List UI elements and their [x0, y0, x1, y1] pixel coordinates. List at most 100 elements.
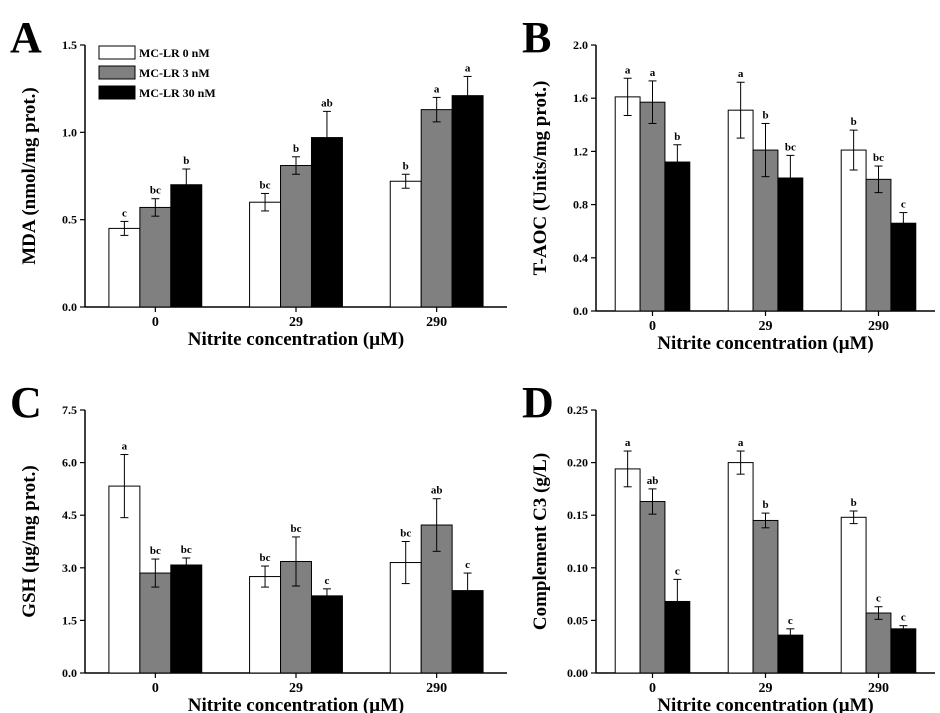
- y-tick-label: 0.5: [62, 213, 77, 227]
- bar: [890, 222, 917, 312]
- x-tick-label: 290: [868, 681, 889, 696]
- bar: [389, 180, 422, 308]
- significance-label: a: [738, 437, 744, 449]
- error-bar: [463, 572, 472, 609]
- error-bar: [623, 450, 632, 488]
- error-bar: [322, 110, 331, 165]
- bar: [840, 516, 867, 674]
- y-tick-label: 1.5: [62, 613, 77, 627]
- y-tick-label: 0.0: [573, 304, 588, 318]
- significance-label: c: [901, 612, 906, 624]
- significance-label: bc: [873, 152, 884, 164]
- x-tick-label: 29: [759, 319, 773, 334]
- y-tick-label: 3.0: [62, 561, 77, 575]
- error-bar: [120, 454, 129, 519]
- panel-b: 0.0 0.4 0.8 1.2 1.6 2.0 0 29 290 a a b a b bc b bc c Nitri…: [530, 38, 935, 354]
- error-bar: [292, 156, 300, 175]
- significance-label: b: [674, 131, 680, 143]
- panel-letter-b: B: [522, 13, 551, 62]
- bar: [310, 137, 343, 308]
- significance-label: c: [325, 575, 330, 587]
- y-axis-title: GSH (μg/mg prot.): [19, 465, 40, 617]
- y-tick-label: 2.0: [573, 38, 588, 52]
- panel-letter-c: C: [10, 378, 42, 427]
- error-bar: [648, 80, 657, 124]
- bar: [108, 227, 141, 308]
- significance-label: b: [851, 497, 857, 509]
- y-tick-label: 0.0: [62, 300, 77, 314]
- panel-letter-a: A: [10, 13, 42, 62]
- significance-label: c: [788, 615, 793, 627]
- error-bar: [432, 498, 441, 552]
- significance-label: ab: [431, 485, 443, 497]
- significance-label: bc: [181, 544, 192, 556]
- y-tick-label: 0.0: [62, 666, 77, 680]
- error-bar: [182, 168, 191, 201]
- x-axis-title: Nitrite concentration (μM): [188, 329, 405, 350]
- y-tick-label: 0.20: [567, 456, 588, 470]
- significance-label: bc: [150, 545, 161, 557]
- y-tick-label: 1.6: [573, 91, 588, 105]
- bar: [639, 101, 666, 312]
- significance-label: b: [293, 143, 299, 155]
- bar: [249, 576, 282, 674]
- x-tick-label: 290: [868, 319, 889, 334]
- x-tick-label: 29: [759, 681, 773, 696]
- bar: [280, 165, 312, 308]
- legend: MC-LR 0 nM MC-LR 3 nM MC-LR 30 nM: [98, 45, 216, 100]
- error-bar: [786, 154, 795, 202]
- y-tick-label: 0.10: [567, 561, 588, 575]
- bar: [451, 95, 484, 308]
- x-tick-label: 29: [289, 315, 303, 330]
- error-bar: [736, 450, 745, 475]
- y-tick-label: 0.4: [573, 251, 588, 265]
- significance-label: c: [122, 207, 127, 219]
- error-bar: [874, 606, 883, 620]
- significance-label: c: [465, 559, 470, 571]
- bar: [420, 109, 453, 308]
- y-axis-title: MDA (nmol/mg prot.): [19, 87, 40, 265]
- legend-swatch-2: [98, 85, 136, 100]
- error-bar: [761, 512, 770, 529]
- significance-label: a: [625, 437, 631, 449]
- bar: [639, 501, 666, 674]
- error-bar: [899, 625, 908, 633]
- error-bar: [401, 173, 410, 189]
- significance-label: a: [122, 441, 128, 453]
- bar: [752, 519, 779, 674]
- bar: [840, 149, 867, 312]
- y-tick-label: 0.15: [567, 508, 588, 522]
- bar: [865, 178, 892, 312]
- bar: [727, 109, 754, 312]
- y-tick-label: 1.0: [62, 125, 77, 139]
- legend-label-1: MC-LR 3 nM: [139, 66, 210, 80]
- y-tick-label: 4.5: [62, 508, 77, 522]
- error-bar: [874, 165, 883, 194]
- bar: [139, 206, 172, 308]
- error-bar: [261, 192, 270, 212]
- error-bar: [849, 129, 858, 171]
- significance-label: c: [675, 565, 680, 577]
- significance-label: bc: [400, 528, 411, 540]
- significance-label: b: [762, 499, 768, 511]
- bar: [170, 184, 203, 308]
- error-bar: [623, 77, 632, 116]
- bar: [310, 595, 343, 674]
- panel-letter-d: D: [522, 378, 554, 427]
- legend-swatch-1: [98, 65, 136, 80]
- bar: [614, 96, 641, 312]
- x-axis-title: Nitrite concentration (μM): [188, 695, 405, 713]
- bar: [727, 462, 754, 674]
- bar: [664, 161, 691, 312]
- x-tick-label: 0: [649, 319, 656, 334]
- significance-label: c: [876, 593, 881, 605]
- bar: [249, 201, 282, 308]
- y-tick-label: 0.8: [573, 198, 588, 212]
- y-tick-label: 0.05: [567, 613, 588, 627]
- x-axis-title: Nitrite concentration (μM): [657, 333, 874, 354]
- panel-c: 0.0 1.5 3.0 4.5 6.0 7.5 0 29 290 a bc bc bc bc ab bc c c N…: [19, 403, 507, 713]
- y-tick-label: 1.5: [62, 38, 77, 52]
- x-tick-label: 0: [152, 681, 159, 696]
- bar: [890, 628, 917, 674]
